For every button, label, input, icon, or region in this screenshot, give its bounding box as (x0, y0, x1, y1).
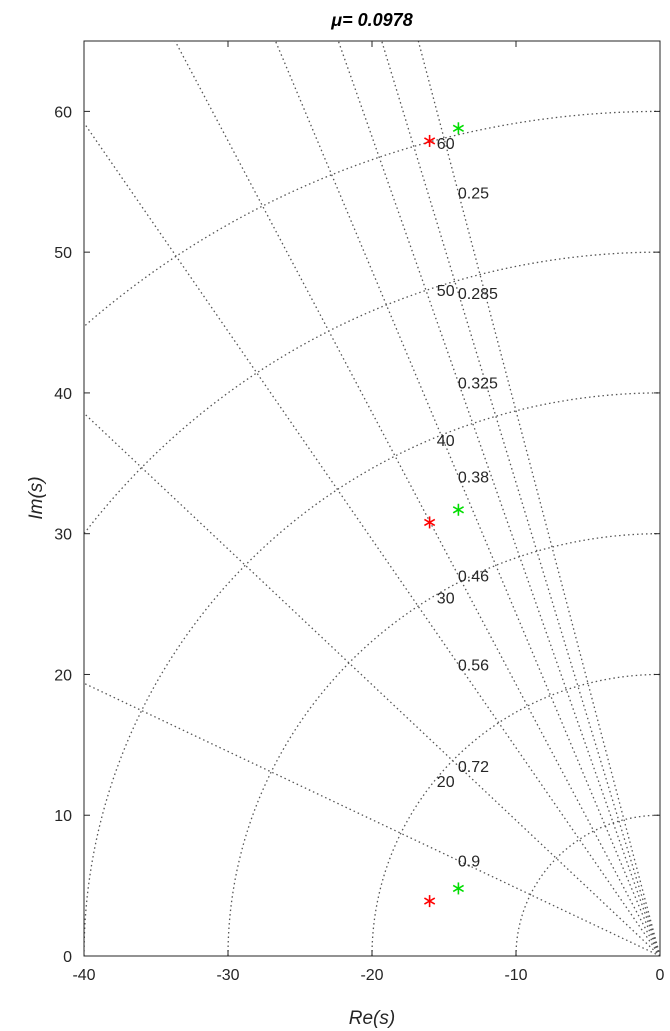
plot-background (84, 41, 660, 956)
s-plane-grid (84, 41, 660, 956)
x-tick-label-4: 0 (656, 967, 665, 984)
y-axis-label: Im(s) (26, 476, 47, 519)
frequency-label-3: 50 (437, 283, 455, 300)
damping-label-0: 0.25 (458, 186, 489, 203)
pole-marker-1-2 (452, 122, 464, 135)
pole-marker-0-0 (424, 895, 436, 908)
x-axis-label: Re(s) (349, 1008, 395, 1029)
x-tick-label-2: -20 (360, 967, 383, 984)
x-tick-label-3: -10 (504, 967, 527, 984)
frequency-label-0: 20 (437, 774, 455, 791)
frequency-arc-0 (515, 814, 660, 956)
axis-ticks: -40 -30 -20 -10 0 0 10 20 30 40 50 60 (54, 41, 665, 984)
pole-marker-1-1 (452, 503, 464, 516)
y-tick-label-6: 60 (54, 104, 72, 121)
frequency-label-1: 30 (437, 590, 455, 607)
frequency-label-4: 60 (437, 136, 455, 153)
y-tick-label-3: 30 (54, 527, 72, 544)
damping-label-2: 0.325 (458, 376, 498, 393)
pole-marker-1-0 (452, 882, 464, 895)
damping-label-5: 0.56 (458, 657, 489, 674)
frequency-label-2: 40 (437, 433, 455, 450)
damping-label-7: 0.9 (458, 854, 480, 871)
damping-ray-5 (84, 121, 660, 956)
pole-markers (424, 122, 464, 908)
grid-labels: 0.25 0.285 0.325 0.38 0.46 0.56 0.72 0.9 20 30 40 5… (437, 136, 498, 870)
damping-label-1: 0.285 (458, 286, 498, 303)
damping-label-3: 0.38 (458, 469, 489, 486)
y-tick-label-4: 40 (54, 386, 72, 403)
x-tick-label-1: -30 (216, 967, 239, 984)
chart-title: μ= 0.0978 (330, 10, 412, 30)
y-tick-label-0: 0 (63, 949, 72, 966)
x-tick-label-0: -40 (72, 967, 95, 984)
y-tick-label-5: 50 (54, 245, 72, 262)
damping-label-6: 0.72 (458, 759, 489, 776)
pole-marker-0-1 (424, 516, 436, 529)
pole-marker-0-2 (424, 134, 436, 147)
frequency-arc-2 (227, 533, 660, 956)
y-tick-label-2: 20 (54, 667, 72, 684)
damping-label-4: 0.46 (458, 569, 489, 586)
y-tick-label-1: 10 (54, 808, 72, 825)
frequency-arc-3 (84, 392, 660, 956)
damping-ray-7 (84, 682, 660, 956)
